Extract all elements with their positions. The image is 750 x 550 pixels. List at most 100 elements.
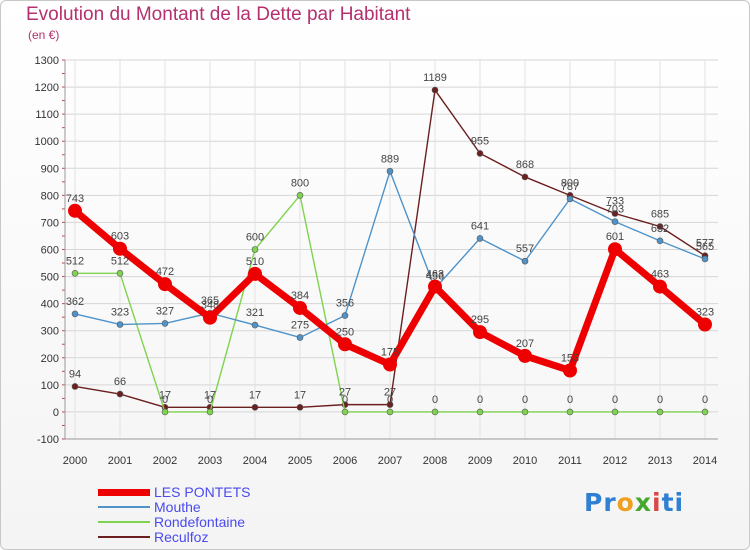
data-point bbox=[611, 210, 619, 217]
data-point bbox=[251, 246, 259, 253]
data-point bbox=[386, 408, 394, 416]
data-label: 557 bbox=[516, 243, 534, 255]
x-tick-label: 2000 bbox=[63, 455, 87, 467]
data-point bbox=[296, 192, 304, 199]
data-label: 0 bbox=[612, 394, 618, 406]
data-label: 743 bbox=[66, 193, 84, 205]
y-tick-label: 100 bbox=[41, 380, 59, 392]
y-tick-label: 600 bbox=[41, 245, 59, 257]
data-label: 0 bbox=[522, 394, 528, 406]
data-label: 17 bbox=[159, 389, 171, 401]
legend-label: LES PONTETS bbox=[154, 484, 251, 500]
x-axis: 2000 2001 2002 2003 2004 2005 2006 2007 2008 2009… bbox=[63, 438, 718, 467]
legend-label: Mouthe bbox=[154, 499, 201, 515]
data-point bbox=[476, 150, 484, 157]
data-label: 17 bbox=[249, 389, 261, 401]
data-label: 685 bbox=[651, 208, 669, 220]
data-point bbox=[701, 255, 709, 263]
y-tick-label: 1300 bbox=[35, 55, 59, 67]
data-label: 207 bbox=[516, 338, 534, 350]
x-tick-label: 2011 bbox=[558, 455, 582, 467]
data-label: 472 bbox=[156, 266, 174, 278]
x-tick-label: 2014 bbox=[693, 455, 717, 467]
y-tick-label: 0 bbox=[53, 407, 59, 419]
data-point bbox=[116, 270, 124, 277]
legend-item: Reculfoz bbox=[98, 529, 358, 545]
data-point bbox=[161, 408, 169, 416]
data-point bbox=[563, 363, 577, 378]
data-label: 800 bbox=[561, 177, 579, 189]
data-point bbox=[611, 218, 619, 225]
line-chart: -100010020030040050060070080090010001100… bbox=[35, 55, 718, 467]
x-tick-label: 2012 bbox=[603, 455, 627, 467]
data-label: 362 bbox=[66, 296, 84, 308]
data-point bbox=[386, 167, 394, 175]
x-tick-label: 2010 bbox=[513, 455, 537, 467]
x-tick-label: 2001 bbox=[108, 455, 132, 467]
chart-title: Evolution du Montant de la Dette par Hab… bbox=[26, 4, 411, 25]
x-tick-label: 2008 bbox=[423, 455, 447, 467]
data-point bbox=[251, 404, 259, 411]
data-label: 323 bbox=[696, 306, 714, 318]
y-tick-label: 500 bbox=[41, 272, 59, 284]
logo-part: Pr bbox=[584, 488, 617, 517]
data-point bbox=[71, 310, 79, 318]
legend-item: Rondefontaine bbox=[98, 514, 358, 530]
data-point bbox=[653, 279, 667, 294]
data-point bbox=[698, 317, 712, 332]
logo-part: x bbox=[634, 488, 652, 517]
data-point bbox=[341, 312, 349, 319]
data-label: 295 bbox=[471, 314, 489, 326]
data-label: 868 bbox=[516, 159, 534, 171]
x-tick-label: 2006 bbox=[333, 455, 357, 467]
data-point bbox=[656, 237, 664, 245]
data-label: 565 bbox=[696, 241, 714, 253]
y-tick-label: 1200 bbox=[35, 82, 59, 94]
data-point bbox=[386, 401, 394, 408]
data-point bbox=[68, 203, 82, 218]
data-label: 456 bbox=[426, 270, 444, 282]
data-point bbox=[566, 408, 574, 416]
data-label: 0 bbox=[567, 394, 573, 406]
data-label: 1189 bbox=[423, 72, 447, 84]
data-point bbox=[338, 337, 352, 352]
data-label: 66 bbox=[114, 376, 126, 388]
legend: LES PONTETS Mouthe Rondefontaine Reculfoz bbox=[98, 484, 358, 545]
data-label: 275 bbox=[291, 319, 309, 331]
y-tick-label: 300 bbox=[41, 326, 59, 338]
data-label: 27 bbox=[384, 387, 396, 399]
data-label: 356 bbox=[336, 298, 354, 310]
data-point bbox=[431, 86, 439, 94]
data-label: 365 bbox=[201, 295, 219, 307]
data-label: 512 bbox=[111, 255, 129, 267]
data-point bbox=[608, 242, 622, 257]
legend-item: Mouthe bbox=[98, 499, 358, 515]
proxiti-logo: Proxiti bbox=[584, 488, 684, 517]
data-point bbox=[116, 321, 124, 328]
data-label: 800 bbox=[291, 177, 309, 189]
data-label: 17 bbox=[204, 389, 216, 401]
data-label: 0 bbox=[657, 394, 663, 406]
data-point bbox=[158, 277, 172, 292]
data-point bbox=[518, 348, 532, 363]
x-tick-label: 2003 bbox=[198, 455, 222, 467]
x-tick-label: 2002 bbox=[153, 455, 177, 467]
data-label: 889 bbox=[381, 153, 399, 165]
data-label: 512 bbox=[66, 255, 84, 267]
data-label: 0 bbox=[477, 394, 483, 406]
data-point bbox=[251, 321, 259, 329]
data-label: 17 bbox=[294, 389, 306, 401]
legend-label: Rondefontaine bbox=[154, 514, 246, 530]
data-point bbox=[473, 325, 487, 340]
y-tick-label: 200 bbox=[41, 353, 59, 365]
data-label: 0 bbox=[702, 394, 708, 406]
data-point bbox=[113, 241, 127, 256]
data-label: 0 bbox=[387, 394, 393, 406]
y-tick-label: 800 bbox=[41, 190, 59, 202]
data-label: 250 bbox=[336, 326, 354, 338]
logo-part: i bbox=[651, 488, 662, 517]
data-point bbox=[116, 390, 124, 398]
data-label: 0 bbox=[432, 394, 438, 406]
data-label: 321 bbox=[246, 307, 264, 319]
data-point bbox=[566, 195, 574, 203]
